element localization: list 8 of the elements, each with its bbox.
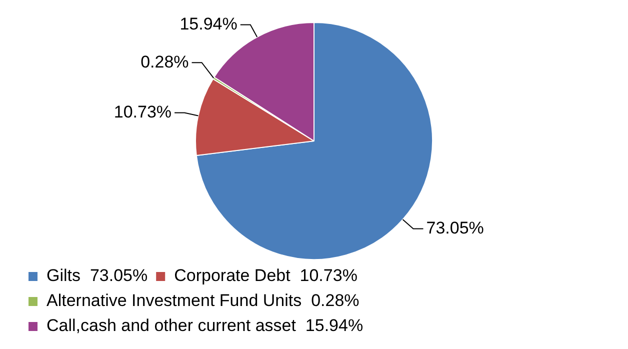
legend-label: Alternative Investment Fund Units 0.28% [46, 291, 360, 310]
legend-label: Corporate Debt 10.73% [174, 266, 358, 286]
legend-label: Call,cash and other current asset 15.94% [46, 316, 364, 336]
data-label: 15.94% [180, 14, 238, 34]
data-label: 73.05% [426, 218, 484, 238]
data-label: 0.28% [140, 52, 189, 72]
data-label: 10.73% [114, 102, 172, 122]
legend-label: Gilts 73.05% [46, 266, 148, 286]
